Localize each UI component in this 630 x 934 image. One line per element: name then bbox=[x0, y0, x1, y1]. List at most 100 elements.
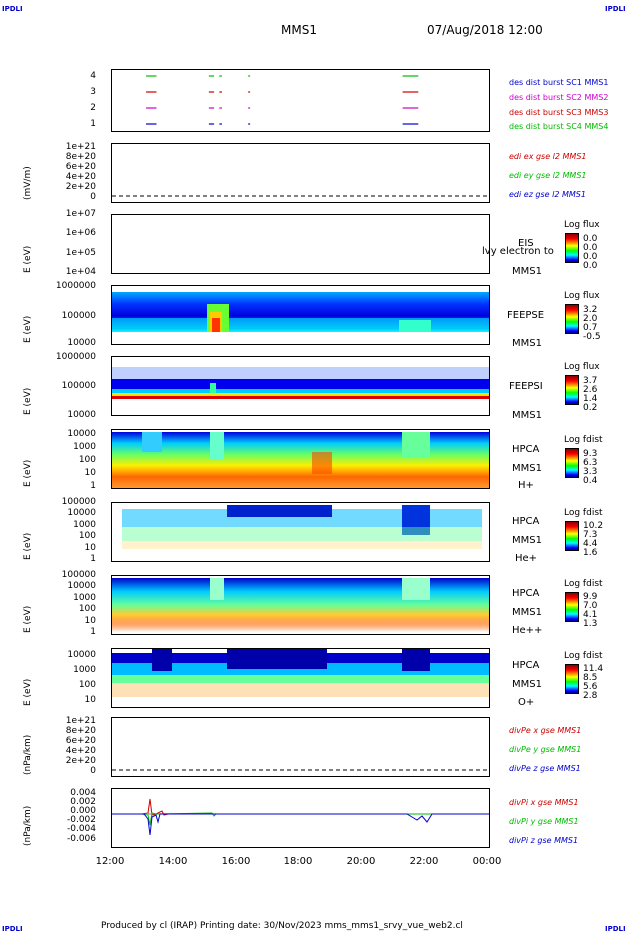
feepsi-colorbar bbox=[565, 375, 579, 405]
divpi-y-series bbox=[112, 812, 489, 826]
eis-instrument: EIS bbox=[518, 238, 534, 249]
feepsi-ytick: 100000 bbox=[61, 381, 96, 391]
feepse-spectrogram bbox=[112, 292, 489, 332]
feepse-event-red bbox=[212, 318, 220, 332]
hpca-he-ylabel: E (eV) bbox=[23, 532, 33, 560]
hpca-o-ytick: 10 bbox=[84, 695, 96, 705]
hpca-h-ytick: 10 bbox=[84, 468, 96, 478]
feepsi-ylabel: E (eV) bbox=[23, 387, 33, 415]
hpca-he-cb-value: 1.6 bbox=[583, 548, 598, 558]
divpi-ytick: 0.000 bbox=[70, 806, 96, 816]
hpca-h-ytick: 1 bbox=[90, 481, 96, 491]
hpca-hepp-spectrogram bbox=[112, 578, 489, 632]
feepse-low-band bbox=[112, 318, 489, 328]
hpca-he-spacecraft: MMS1 bbox=[512, 535, 542, 546]
hpca-o-block bbox=[227, 649, 327, 669]
hpca-he-colorbar bbox=[565, 521, 579, 551]
hpca-hepp-colorbar-title: Log fdist bbox=[564, 579, 603, 589]
hpca-h-gap bbox=[402, 432, 430, 457]
hpca-hepp-gap bbox=[210, 578, 224, 600]
hpca-he-ytick: 1 bbox=[90, 554, 96, 564]
divpi-z-series bbox=[112, 813, 489, 836]
hpca-o-cb-value: 8.5 bbox=[583, 673, 598, 683]
burst-legend-sc1: des dist burst SC1 MMS1 bbox=[509, 78, 609, 87]
spacecraft-title: MMS1 bbox=[281, 23, 317, 37]
edi-ytick: 6e+20 bbox=[65, 162, 96, 172]
feepse-colorbar-title: Log flux bbox=[564, 291, 600, 301]
edi-ytick: 1e+21 bbox=[65, 142, 96, 152]
divpi-ytick: 0.002 bbox=[70, 797, 96, 807]
feepse-spacecraft: MMS1 bbox=[512, 338, 542, 349]
hpca-hepp-ytick: 100000 bbox=[61, 570, 96, 580]
hpca-he-ytick: 100000 bbox=[61, 497, 96, 507]
hpca-h-gap bbox=[142, 432, 162, 452]
feepsi-instrument: FEEPSI bbox=[509, 381, 543, 392]
edi-ylabel: (mV/m) bbox=[23, 166, 33, 200]
hpca-o-ylabel: E (eV) bbox=[23, 678, 33, 706]
hpca-o-cb-value: 5.6 bbox=[583, 682, 598, 692]
footer-credits: Produced by cl (IRAP) Printing date: 30/… bbox=[101, 921, 463, 931]
feepsi-blue-band bbox=[112, 379, 489, 389]
hpca-o-instrument: HPCA bbox=[512, 660, 540, 671]
hpca-o-species: O+ bbox=[518, 697, 535, 708]
burst-panel bbox=[111, 69, 490, 132]
feepsi-spectrogram bbox=[112, 367, 489, 399]
eis-spacecraft: MMS1 bbox=[512, 266, 542, 277]
hpca-h-ylabel: E (eV) bbox=[23, 459, 33, 487]
divpi-legend-z: divPi z gse MMS1 bbox=[509, 836, 579, 845]
feepsi-cb-value: 2.6 bbox=[583, 385, 598, 395]
hpca-he-blue-late bbox=[402, 505, 430, 535]
hpca-o-ytick: 100 bbox=[78, 680, 96, 690]
corner-logo-tl: IPDLI bbox=[2, 5, 23, 13]
hpca-h-ytick: 1000 bbox=[73, 442, 96, 452]
x-tick-label: 20:00 bbox=[346, 856, 376, 867]
feepsi-yellow-band bbox=[112, 393, 489, 396]
hpca-o-block bbox=[402, 649, 430, 671]
hpca-he-ytick: 10 bbox=[84, 543, 96, 553]
eis-cb-value: 0.0 bbox=[583, 234, 598, 244]
hpca-hepp-gap bbox=[402, 578, 430, 600]
hpca-h-cb-value: 9.3 bbox=[583, 449, 598, 459]
x-tick-label: 14:00 bbox=[158, 856, 188, 867]
eis-cb-value: 0.0 bbox=[583, 261, 598, 271]
eis-ytick: 1e+05 bbox=[65, 248, 96, 258]
hpca-hepp-ytick: 100 bbox=[78, 604, 96, 614]
feepsi-cb-value: 1.4 bbox=[583, 394, 598, 404]
corner-logo-br: IPDLI bbox=[605, 925, 626, 933]
corner-logo-tr: IPDLI bbox=[605, 5, 626, 13]
divpi-ytick: -0.002 bbox=[66, 815, 96, 825]
eis-ytick: 1e+07 bbox=[65, 209, 96, 219]
divpi-x-series bbox=[112, 798, 489, 816]
feepsi-cyan-band bbox=[112, 389, 489, 393]
burst-ytick: 4 bbox=[90, 71, 96, 81]
hpca-he-instrument: HPCA bbox=[512, 516, 540, 527]
feepse-event-late bbox=[399, 320, 431, 332]
edi-legend-z: edi ez gse l2 MMS1 bbox=[509, 190, 586, 199]
feepse-cb-value: 0.7 bbox=[583, 323, 598, 333]
divpi-legend-x: divPi x gse MMS1 bbox=[509, 798, 579, 807]
divpe-ylabel: (nPa/km) bbox=[23, 734, 33, 775]
x-tick-label: 16:00 bbox=[221, 856, 251, 867]
hpca-h-spacecraft: MMS1 bbox=[512, 463, 542, 474]
datetime-title: 07/Aug/2018 12:00 bbox=[427, 23, 543, 37]
x-tick-label: 22:00 bbox=[409, 856, 439, 867]
hpca-he-panel bbox=[111, 502, 490, 562]
hpca-hepp-instrument: HPCA bbox=[512, 588, 540, 599]
eis-cb-value: 0.0 bbox=[583, 243, 598, 253]
feepsi-spacecraft: MMS1 bbox=[512, 410, 542, 421]
feepsi-colorbar-title: Log flux bbox=[564, 362, 600, 372]
hpca-o-cb-value: 2.8 bbox=[583, 691, 598, 701]
feepsi-ytick: 10000 bbox=[67, 410, 96, 420]
x-tick-label: 12:00 bbox=[95, 856, 125, 867]
divpe-ytick: 1e+21 bbox=[65, 716, 96, 726]
hpca-h-cb-value: 6.3 bbox=[583, 458, 598, 468]
eis-colorbar bbox=[565, 233, 579, 263]
feepse-ytick: 1000000 bbox=[55, 281, 96, 291]
divpe-ytick: 0 bbox=[90, 766, 96, 776]
eis-ytick: 1e+06 bbox=[65, 228, 96, 238]
divpe-plot bbox=[112, 769, 489, 771]
eis-overlay-text: lvy electron to bbox=[482, 246, 554, 257]
hpca-he-green bbox=[122, 527, 482, 541]
hpca-he-cb-value: 10.2 bbox=[583, 521, 604, 531]
eis-panel bbox=[111, 214, 490, 274]
